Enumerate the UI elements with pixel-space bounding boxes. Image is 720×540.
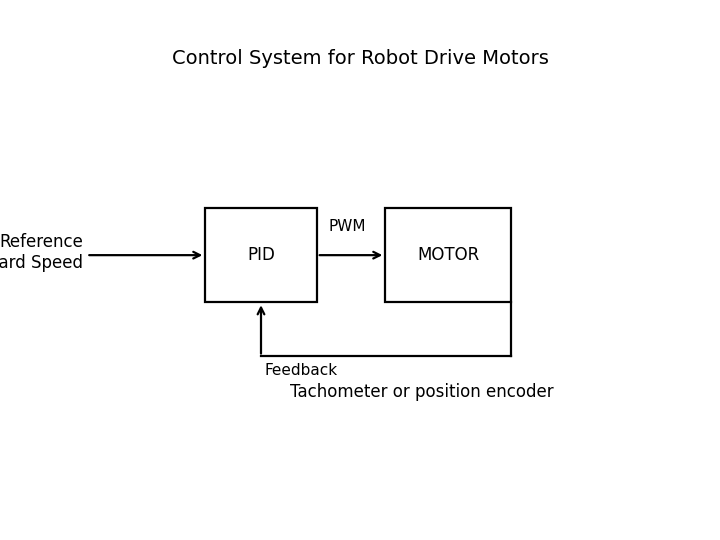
- Text: Feedback: Feedback: [265, 363, 338, 378]
- Bar: [385, 208, 511, 302]
- Text: PWM: PWM: [329, 219, 366, 233]
- Text: PID: PID: [247, 246, 275, 264]
- Text: Control System for Robot Drive Motors: Control System for Robot Drive Motors: [171, 49, 549, 68]
- Text: Tachometer or position encoder: Tachometer or position encoder: [289, 383, 554, 401]
- Bar: [205, 208, 317, 302]
- Text: Reference
Forward Speed: Reference Forward Speed: [0, 233, 83, 272]
- Text: MOTOR: MOTOR: [417, 246, 480, 264]
